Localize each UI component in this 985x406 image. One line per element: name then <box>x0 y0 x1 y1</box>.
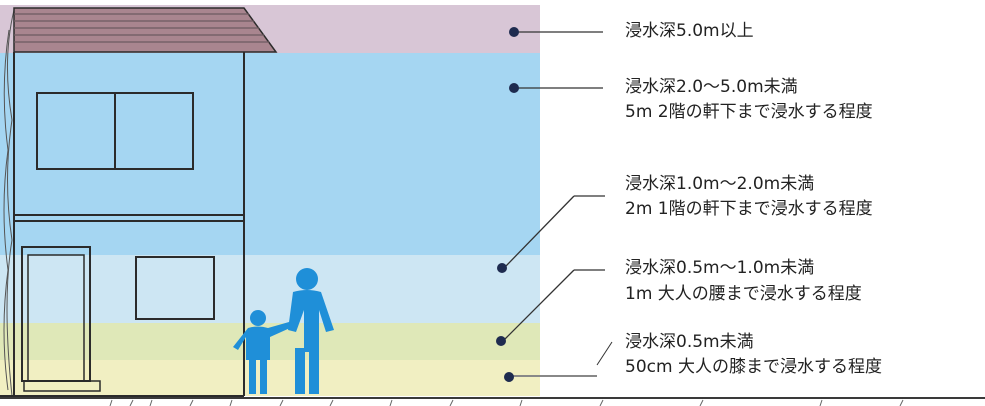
level-2-note: 5m 2階の軒下まで浸水する程度 <box>625 102 873 122</box>
level-5-label: 浸水深0.5m未満 <box>625 332 754 352</box>
connectors <box>504 31 613 377</box>
window-1f <box>135 256 215 320</box>
level-3-label: 浸水深1.0m～2.0m未満 <box>625 174 815 194</box>
roof-stripes <box>14 13 269 43</box>
level-1-label: 浸水深5.0m以上 <box>625 21 754 41</box>
connector-dots <box>496 27 519 382</box>
adult-figure <box>288 268 334 394</box>
house-roof <box>13 7 278 53</box>
door-step <box>23 380 101 392</box>
band-0.5-to-1m <box>0 255 540 323</box>
level-3-note: 2m 1階の軒下まで浸水する程度 <box>625 199 873 219</box>
people <box>233 268 334 394</box>
bottom-scribble-marks <box>109 399 904 406</box>
window-2f-right <box>114 92 194 170</box>
left-hatching <box>3 9 15 397</box>
level-5-note: 50cm 大人の膝まで浸水する程度 <box>625 357 882 377</box>
level-2-label: 浸水深2.0～5.0m未満 <box>625 77 798 97</box>
band-2-to-5m <box>0 53 540 255</box>
level-4-note: 1m 大人の腰まで浸水する程度 <box>625 284 862 304</box>
child-figure <box>233 310 290 394</box>
level-4-label: 浸水深0.5m～1.0m未満 <box>625 258 815 278</box>
house <box>0 7 278 397</box>
